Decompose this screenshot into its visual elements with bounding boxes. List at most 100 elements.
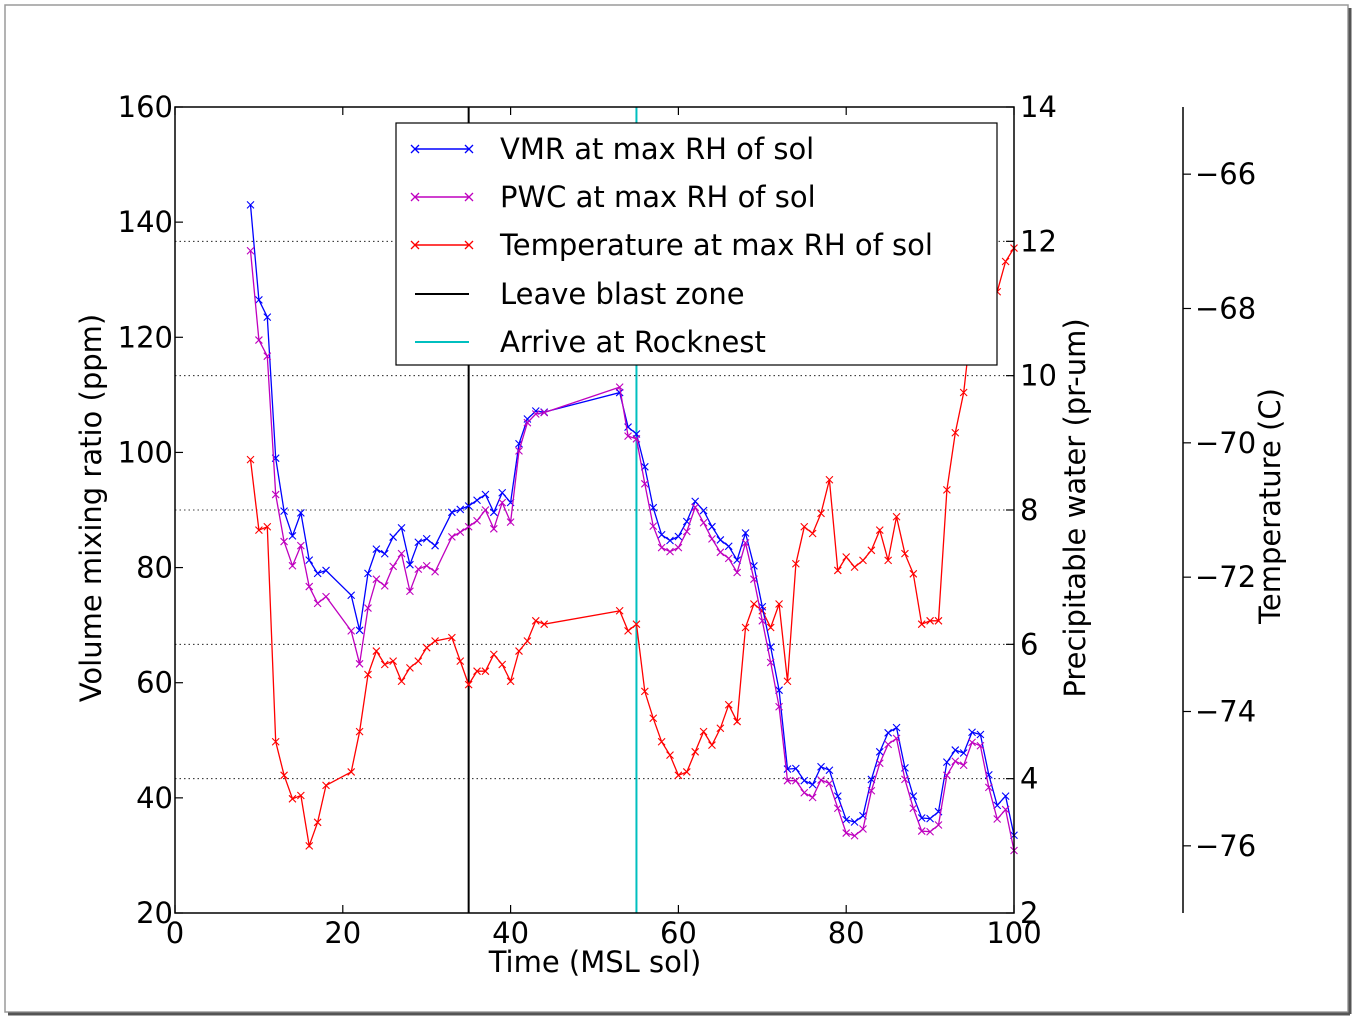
- legend-label-arrive-at-rocknest: Arrive at Rocknest: [500, 325, 766, 359]
- data-point: [951, 428, 960, 437]
- legend-entry-arrive-at-rocknest: Arrive at Rocknest: [415, 325, 766, 359]
- right-y-tick-label: 8: [1020, 493, 1038, 527]
- right-y-tick-label: 2: [1020, 896, 1038, 930]
- data-point: [984, 783, 993, 792]
- data-point: [968, 728, 976, 737]
- data-point: [523, 637, 532, 645]
- data-point: [431, 637, 439, 645]
- data-point: [791, 776, 800, 785]
- data-point: [867, 786, 876, 795]
- data-point: [263, 313, 272, 322]
- data-point: [884, 740, 893, 749]
- legend-entry-vmr: VMR at max RH of sol: [410, 132, 814, 166]
- data-point: [431, 567, 439, 576]
- data-point: [422, 643, 431, 652]
- x-axis-label: Time (MSL sol): [488, 945, 702, 979]
- data-point: [842, 815, 851, 824]
- data-point: [699, 727, 708, 736]
- x-tick-label: 40: [492, 916, 529, 950]
- data-point: [716, 724, 725, 733]
- data-point: [657, 543, 666, 552]
- data-point: [699, 506, 708, 515]
- data-point: [951, 746, 960, 754]
- data-point: [280, 771, 288, 780]
- data-point: [389, 562, 398, 571]
- temperature-tick-label: −72: [1195, 560, 1256, 594]
- data-point: [649, 503, 658, 512]
- data-point: [817, 776, 825, 784]
- data-point: [498, 660, 507, 669]
- data-point: [322, 592, 330, 601]
- data-point: [993, 815, 1002, 823]
- data-point: [632, 434, 641, 443]
- data-point: [817, 762, 825, 771]
- data-point: [976, 730, 985, 739]
- left-y-tick-label: 60: [136, 666, 173, 700]
- left-y-tick-label: 120: [118, 320, 173, 354]
- data-point: [280, 507, 288, 516]
- data-point: [657, 530, 666, 539]
- data-point: [800, 788, 809, 797]
- data-point: [447, 508, 456, 517]
- temperature-tick-label: −68: [1195, 292, 1256, 326]
- data-point: [892, 723, 901, 732]
- data-point: [406, 560, 414, 569]
- data-point: [624, 432, 632, 441]
- data-point: [540, 620, 549, 629]
- data-point: [859, 825, 867, 833]
- data-point: [355, 626, 364, 635]
- data-point: [808, 780, 817, 789]
- data-point: [959, 761, 968, 770]
- data-point: [791, 764, 800, 773]
- legend-entry-temperature: Temperature at max RH of sol: [410, 228, 933, 262]
- series-layer: [246, 200, 1018, 855]
- data-point: [901, 775, 909, 784]
- data-point: [624, 627, 632, 635]
- data-point: [875, 759, 884, 768]
- data-point: [917, 827, 926, 835]
- left-y-tick-label: 20: [136, 896, 173, 930]
- data-point: [414, 565, 423, 573]
- legend-label-leave-blast-zone: Leave blast zone: [500, 277, 745, 311]
- data-point: [1001, 805, 1010, 814]
- data-point: [389, 533, 398, 541]
- data-point: [447, 633, 456, 642]
- data-point: [783, 677, 792, 686]
- data-point: [422, 534, 431, 543]
- data-point: [674, 532, 683, 541]
- legend: VMR at max RH of sol PWC at max RH of so…: [395, 122, 998, 366]
- data-point: [280, 537, 288, 546]
- data-point: [842, 829, 851, 837]
- data-point: [808, 529, 817, 538]
- legend-marker-pwc: [410, 192, 474, 202]
- data-point: [875, 747, 884, 756]
- data-point: [833, 804, 842, 813]
- data-point: [255, 526, 263, 535]
- data-point: [364, 569, 372, 578]
- temperature-tick-label: −70: [1195, 426, 1256, 460]
- right-y-axis-ticks: 2 4 6 8 10 12 14: [1006, 90, 1057, 930]
- data-point: [489, 508, 498, 517]
- data-point: [397, 523, 406, 532]
- left-y-tick-label: 80: [136, 551, 173, 585]
- left-y-tick-label: 160: [118, 90, 173, 124]
- data-point: [305, 582, 314, 591]
- data-point: [515, 647, 523, 655]
- data-point: [380, 582, 389, 590]
- data-point: [322, 781, 330, 790]
- data-point: [372, 575, 381, 584]
- temperature-tick-label: −76: [1195, 829, 1256, 863]
- data-point: [708, 522, 716, 531]
- data-point: [859, 556, 867, 565]
- data-point: [313, 569, 322, 578]
- data-point: [959, 388, 968, 397]
- data-point: [498, 498, 507, 507]
- data-point: [942, 485, 951, 494]
- data-point: [397, 677, 406, 686]
- data-point: [691, 503, 700, 512]
- data-point: [733, 568, 742, 577]
- data-point: [825, 779, 834, 788]
- data-point: [867, 546, 876, 555]
- data-point: [481, 490, 490, 499]
